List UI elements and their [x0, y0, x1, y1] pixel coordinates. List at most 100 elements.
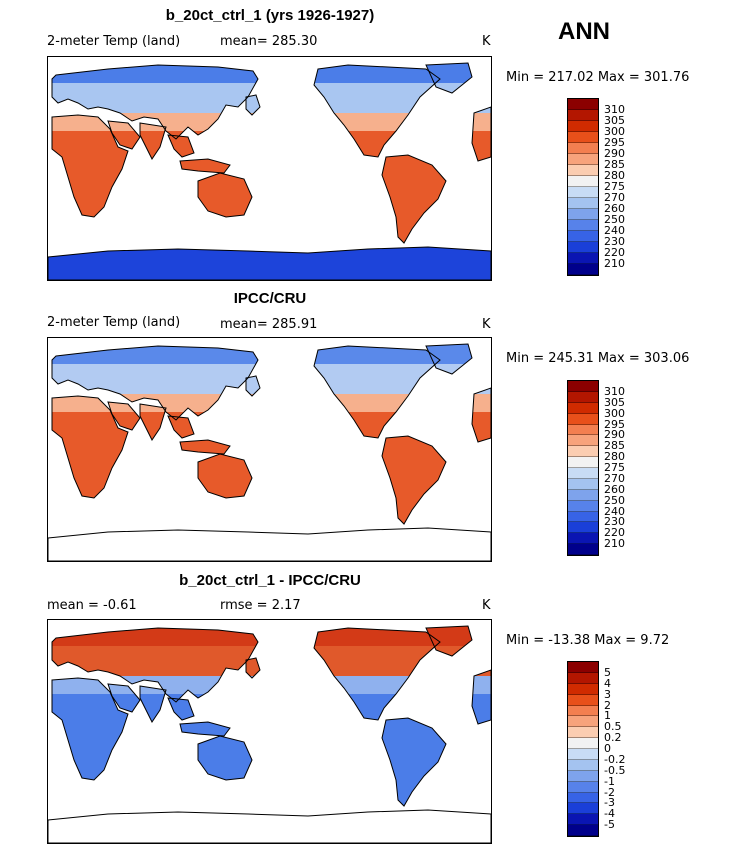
coastline — [107, 683, 141, 713]
colorbar-swatch — [568, 749, 598, 760]
colorbar-tick-label: 3 — [604, 687, 611, 701]
coastline — [167, 134, 195, 158]
panel-3-rmse: rmse = 2.17 — [220, 598, 301, 613]
panel-1-title: b_20ct_ctrl_1 (yrs 1926-1927) — [165, 7, 375, 24]
colorbar-swatch — [568, 176, 598, 187]
colorbar-swatch — [568, 705, 598, 717]
colorbar-swatch — [568, 511, 598, 523]
colorbar-tick-label: 220 — [604, 526, 625, 540]
coastline — [139, 685, 167, 723]
coastline — [139, 122, 167, 160]
colorbar-swatch — [568, 165, 598, 176]
colorbar-swatch — [568, 759, 598, 771]
colorbar-swatch — [568, 110, 598, 121]
panel-3-units: K — [482, 598, 491, 613]
colorbar-swatch — [568, 522, 598, 534]
colorbar-tick-label: 210 — [604, 537, 625, 551]
colorbar-tick-label: 280 — [604, 169, 625, 182]
colorbar-tick-label: 300 — [604, 125, 625, 138]
coastline — [425, 625, 473, 657]
colorbar-swatch — [568, 500, 598, 512]
panel-2-colorbar: 310 305 300 295 290 285 280 275 270 260 250 240 230 2… — [567, 380, 625, 556]
antarctica — [48, 246, 491, 280]
colorbar-tick-label: 280 — [604, 450, 625, 464]
colorbar-swatch — [568, 781, 598, 793]
coastline — [381, 154, 447, 244]
coastline — [471, 669, 491, 725]
colorbar-tick-label: 260 — [604, 482, 625, 496]
colorbar-swatch — [568, 154, 598, 165]
coastline — [139, 403, 167, 441]
colorbar-tick-label: 300 — [604, 406, 625, 420]
panel-2-mean: mean= 285.91 — [220, 317, 318, 332]
colorbar-tick-label: 275 — [604, 180, 625, 193]
coastline — [167, 697, 195, 721]
coastline — [179, 439, 231, 455]
coastline — [381, 435, 447, 525]
colorbar-tick-label: 230 — [604, 235, 625, 248]
coastline — [245, 94, 261, 116]
colorbar-swatch — [568, 253, 598, 264]
coastline — [179, 721, 231, 737]
panel-2-minmax: Min = 245.31 Max = 303.06 — [506, 351, 690, 366]
colorbar-swatch — [568, 478, 598, 490]
colorbar-swatch — [568, 662, 598, 673]
colorbar-swatch — [568, 209, 598, 220]
colorbar-tick-label: 0.2 — [604, 731, 622, 745]
panel-3-colorbar: 5 4 3 2 1 0.5 0.2 0 -0.2 -0.5 -1 -2 -3 -4 -5 — [567, 661, 625, 837]
panel-2-variable-label: 2-meter Temp (land) — [47, 315, 181, 330]
coastline — [425, 343, 473, 375]
colorbar-tick-label: -3 — [604, 796, 615, 810]
panel-1-variable-label: 2-meter Temp (land) — [47, 34, 181, 49]
colorbar-swatch — [568, 391, 598, 403]
colorbar-tick-label: 4 — [604, 676, 611, 690]
coastline — [245, 657, 261, 679]
colorbar-tick-label: -0.5 — [604, 763, 626, 777]
colorbar-tick-label: 305 — [604, 114, 625, 127]
colorbar-tick-label: 290 — [604, 147, 625, 160]
colorbar-swatch — [568, 683, 598, 695]
colorbar-swatch — [568, 803, 598, 815]
colorbar-tick-label: -5 — [604, 818, 615, 832]
colorbar-swatch — [568, 533, 598, 545]
panel-1-minmax: Min = 217.02 Max = 301.76 — [506, 70, 690, 85]
colorbar-swatch — [568, 738, 598, 749]
colorbar-tick-label: -1 — [604, 774, 615, 788]
colorbar-tick-label: 305 — [604, 395, 625, 409]
coastline — [471, 387, 491, 443]
colorbar-tick-label: 260 — [604, 202, 625, 215]
colorbar-swatch — [568, 446, 598, 458]
colorbar-tick-label: 250 — [604, 493, 625, 507]
colorbar-tick-label: -2 — [604, 785, 615, 799]
colorbar-tick-label: 240 — [604, 224, 625, 237]
panel-2-map — [47, 337, 492, 562]
coastline — [51, 677, 129, 781]
panel-3-mean: mean = -0.61 — [47, 598, 137, 613]
colorbar-tick-label: 250 — [604, 213, 625, 226]
colorbar-tick-label: 310 — [604, 103, 625, 116]
colorbar-swatch — [568, 99, 598, 110]
colorbar-tick-label: 210 — [604, 257, 625, 270]
colorbar-swatch — [568, 716, 598, 728]
coastline — [179, 158, 231, 174]
panel-1-map — [47, 56, 492, 281]
colorbar-swatch — [568, 457, 598, 468]
colorbar-swatch — [568, 143, 598, 154]
land-fill — [52, 626, 491, 806]
coastline — [107, 120, 141, 150]
colorbar-tick-label: 270 — [604, 471, 625, 485]
coastline — [107, 401, 141, 431]
colorbar-swatch — [568, 121, 598, 132]
colorbar-tick-label: 270 — [604, 191, 625, 204]
colorbar-swatch — [568, 435, 598, 447]
colorbar-tick-label: 240 — [604, 504, 625, 518]
panel-1-mean: mean= 285.30 — [220, 34, 318, 49]
colorbar-tick-label: 220 — [604, 246, 625, 259]
colorbar-swatch — [568, 413, 598, 425]
colorbar-tick-label: 285 — [604, 439, 625, 453]
colorbar-swatch — [568, 792, 598, 804]
panel-1-units: K — [482, 34, 491, 49]
colorbar-swatch — [568, 187, 598, 198]
colorbar-swatch — [568, 770, 598, 782]
colorbar-tick-label: 295 — [604, 136, 625, 149]
